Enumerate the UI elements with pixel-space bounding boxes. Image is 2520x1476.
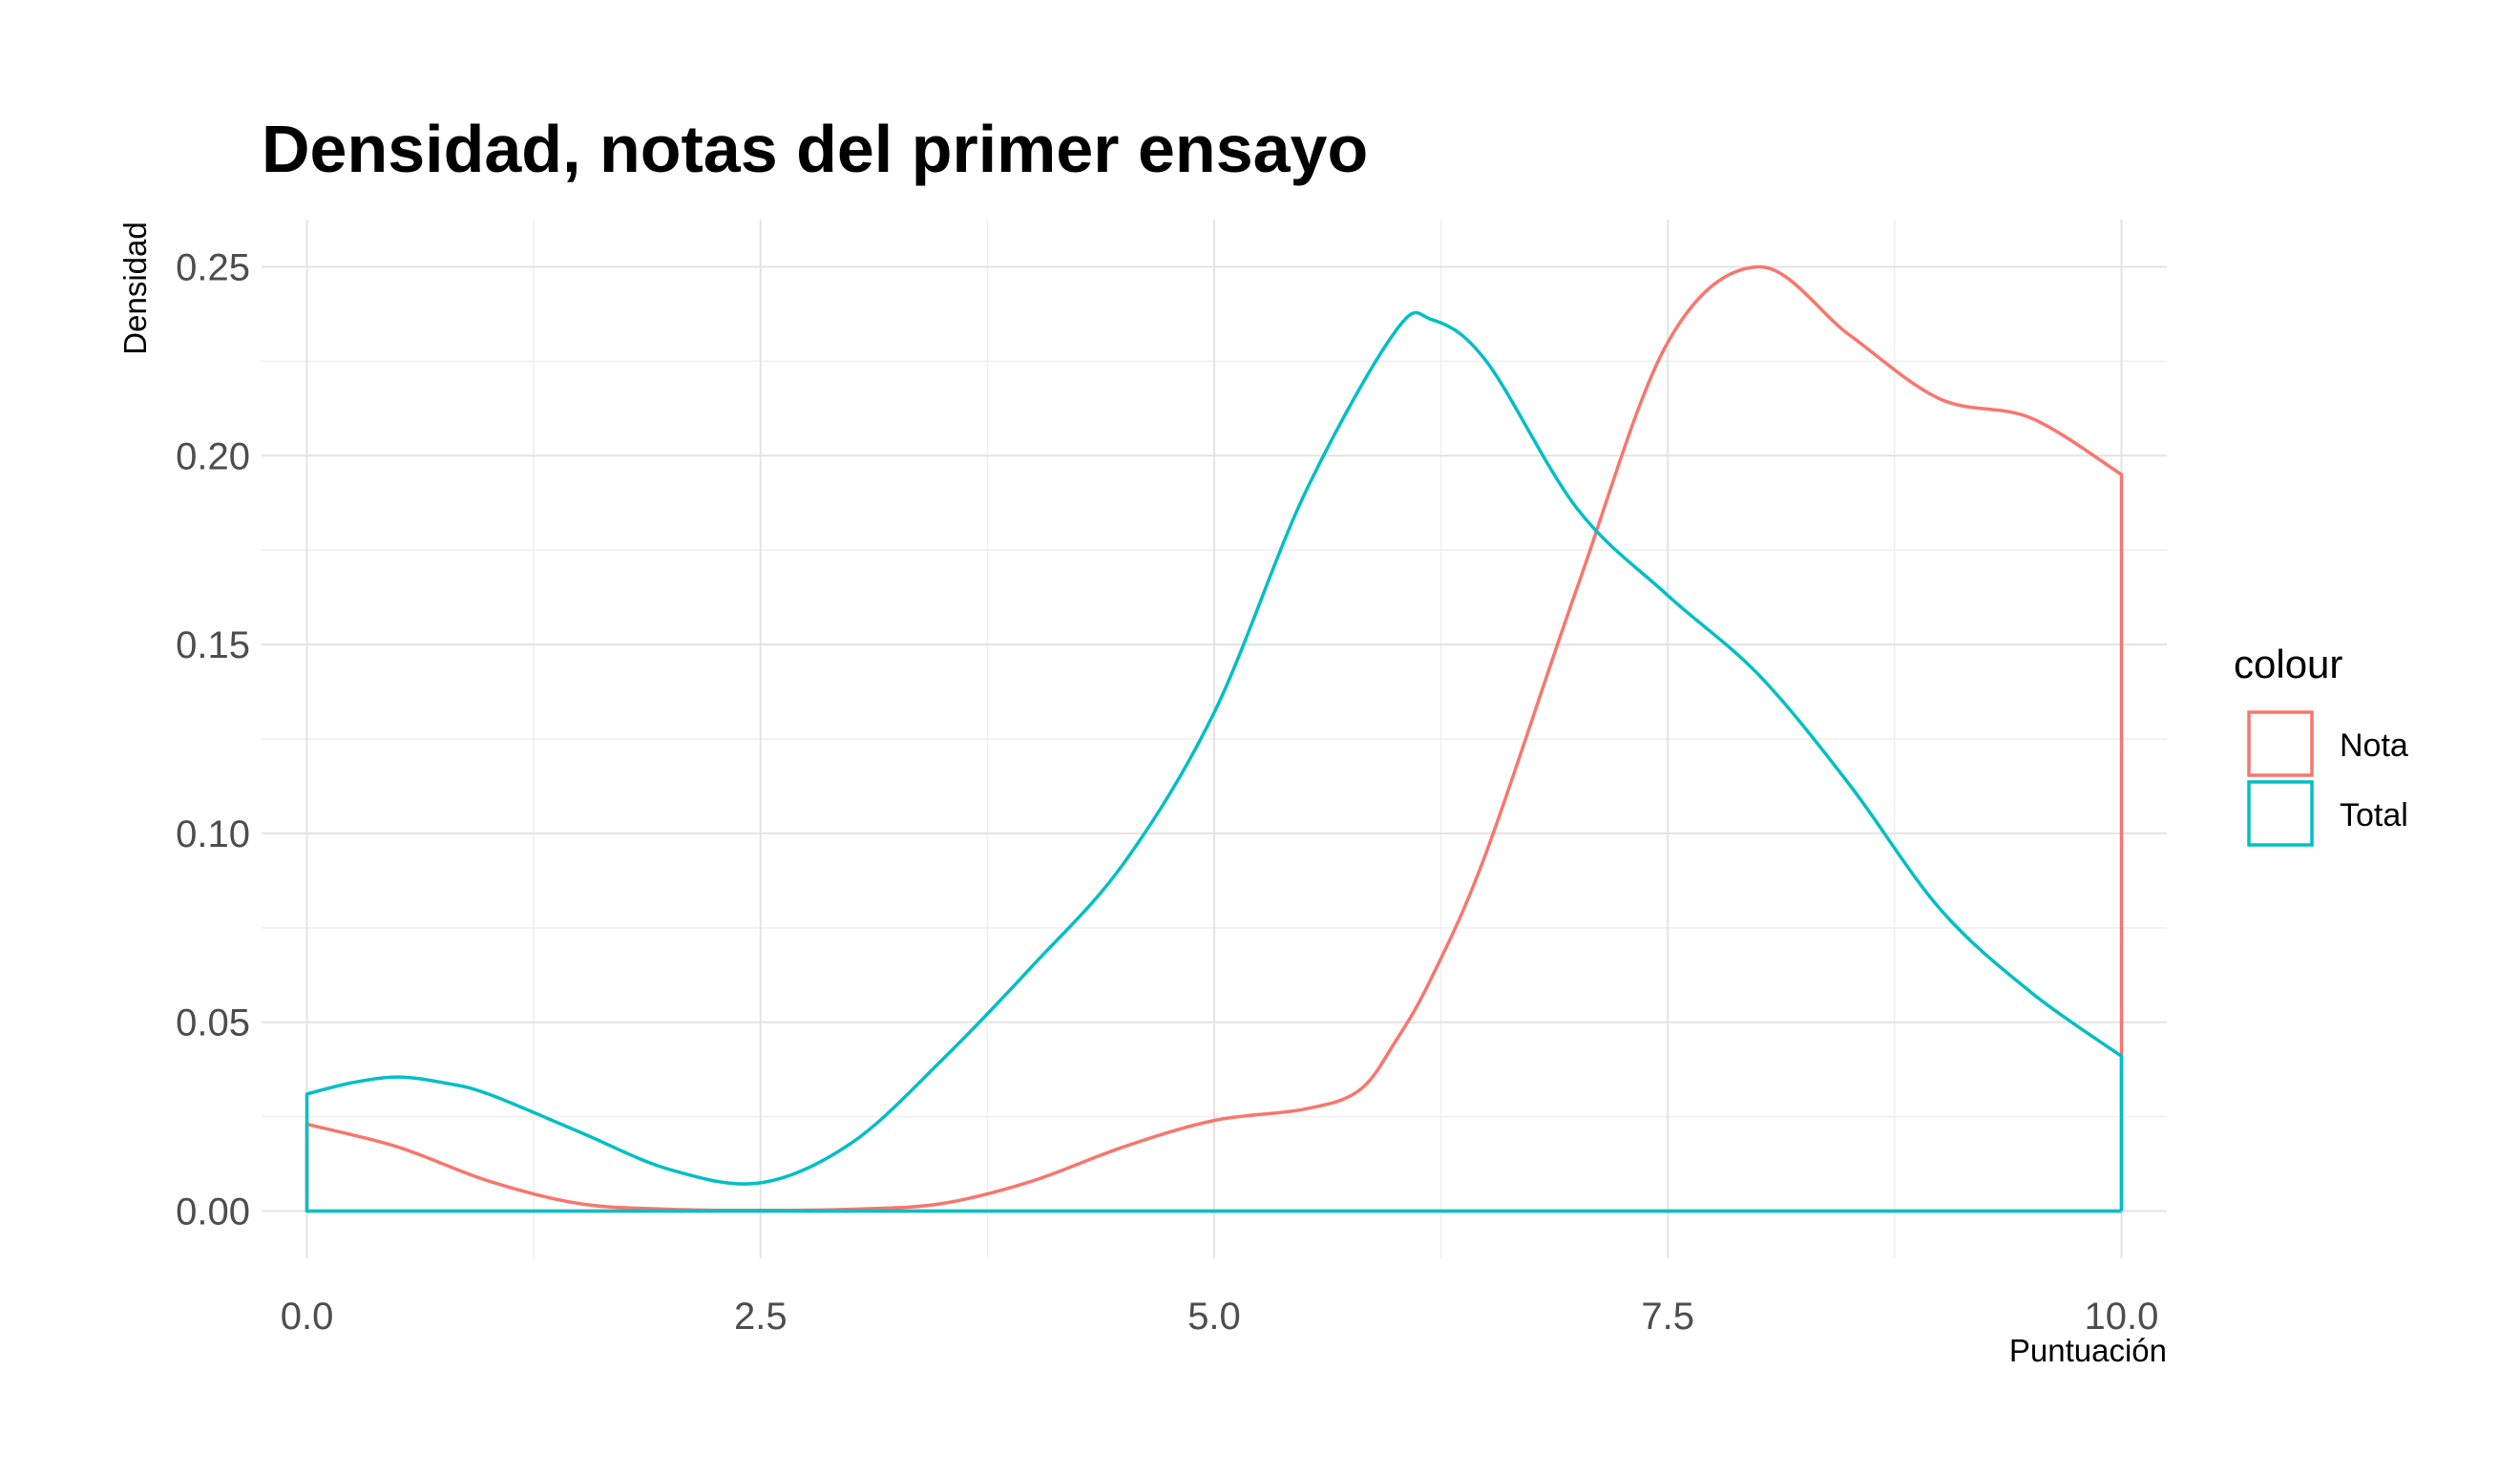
x-tick-label: 0.0 <box>281 1296 334 1338</box>
y-tick-label: 0.25 <box>176 246 250 288</box>
y-tick-label: 0.00 <box>176 1191 250 1234</box>
series-line-total <box>304 310 2124 1213</box>
legend: colour Nota Total <box>2234 642 2408 847</box>
y-tick-label: 0.20 <box>176 435 250 477</box>
y-axis-label: Densidad <box>117 221 153 354</box>
legend-key-total <box>2247 780 2314 847</box>
chart-title: Densidad, notas del primer ensayo <box>262 112 1368 186</box>
series-lines <box>304 264 2124 1213</box>
axis-ticks: 0.0 2.5 5.0 7.5 10.0 0.00 0.05 0.10 0.15 0.20 0.25 <box>176 246 2158 1338</box>
y-tick-label: 0.15 <box>176 624 250 666</box>
legend-entries: Nota Total <box>2247 710 2408 847</box>
legend-label-total: Total <box>2340 797 2408 833</box>
grid-lines <box>262 220 2167 1258</box>
x-axis-label: Puntuación <box>2009 1333 2167 1368</box>
series-line-nota <box>304 264 2124 1213</box>
y-tick-label: 0.05 <box>176 1002 250 1044</box>
y-tick-label: 0.10 <box>176 813 250 855</box>
legend-title: colour <box>2234 642 2342 686</box>
x-tick-label: 2.5 <box>734 1296 788 1338</box>
legend-label-nota: Nota <box>2340 727 2408 764</box>
x-tick-label: 5.0 <box>1187 1296 1241 1338</box>
legend-key-nota <box>2247 710 2314 777</box>
x-tick-label: 10.0 <box>2085 1296 2159 1338</box>
x-tick-label: 7.5 <box>1641 1296 1694 1338</box>
